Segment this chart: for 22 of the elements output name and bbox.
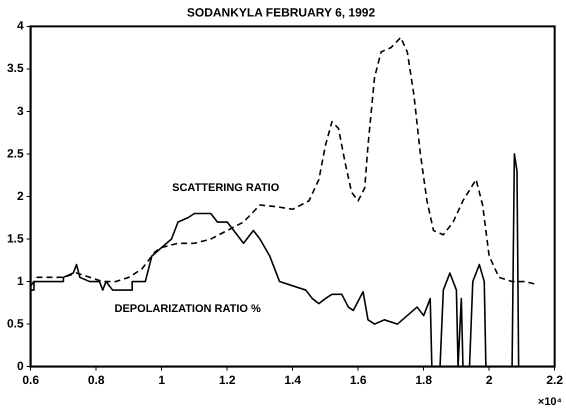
y-tick-label: 2	[16, 188, 24, 203]
y-tick-label: 3.5	[6, 61, 24, 76]
y-tick-label: 0	[16, 358, 24, 373]
x-tick-label: 1.2	[218, 373, 236, 388]
y-tick-label: 3	[16, 104, 24, 118]
x-tick-label: 0.6	[22, 373, 40, 388]
chart-title: SODANKYLA FEBRUARY 6, 1992	[186, 6, 376, 20]
x-tick-label: 1.8	[415, 373, 432, 388]
series-label: DEPOLARIZATION RATIO %	[114, 302, 261, 315]
y-tick-label: 1.5	[6, 231, 24, 246]
x-tick-label: 1.4	[284, 373, 302, 388]
series-label: SCATTERING RATIO	[172, 182, 280, 194]
text: ×10⁴	[538, 396, 562, 408]
x-tick-label: 0.8	[88, 373, 105, 388]
y-tick-label: 0.5	[6, 316, 24, 330]
y-tick-label: 2.5	[6, 146, 24, 160]
x-tick-label: 2	[486, 373, 493, 388]
x-tick-label: 1.6	[350, 373, 367, 388]
x-tick-label: 1	[158, 373, 166, 388]
y-tick-label: 4	[16, 18, 24, 33]
x-tick-label: 2.2	[546, 373, 564, 388]
y-tick-label: 1	[16, 274, 24, 288]
